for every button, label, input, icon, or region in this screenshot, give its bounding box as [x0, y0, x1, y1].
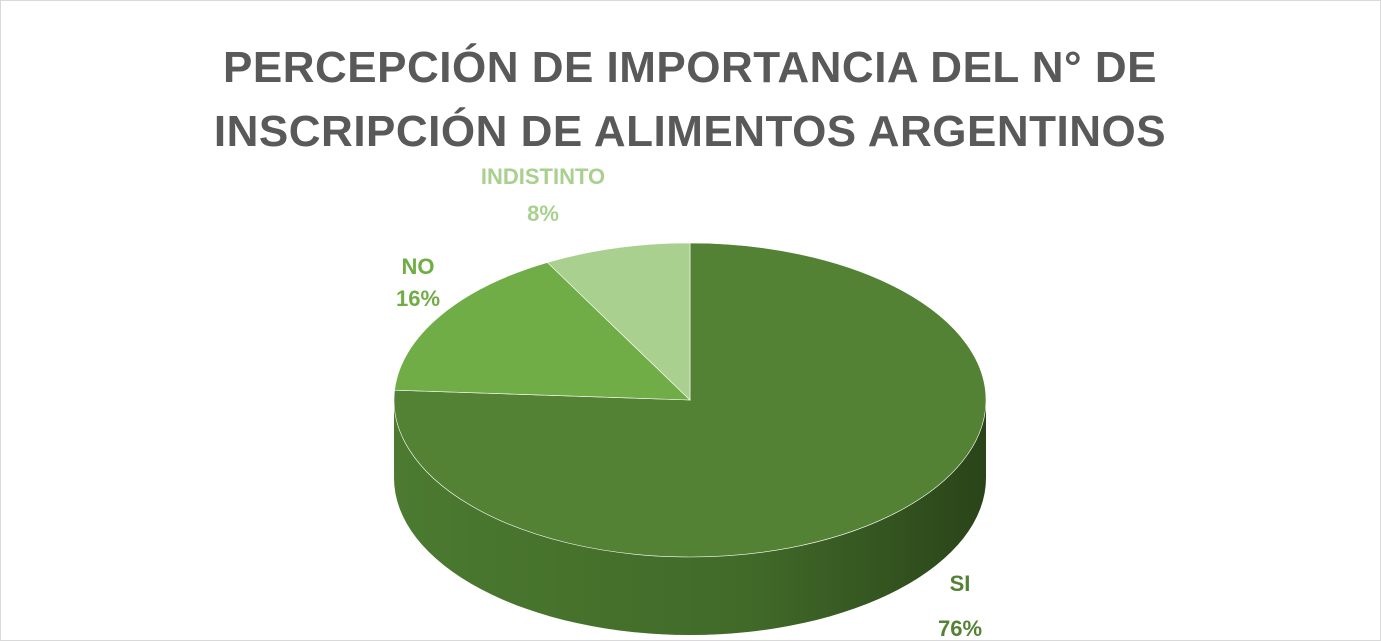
slice — [393, 242, 987, 558]
slice-category-label: SI — [950, 571, 971, 596]
slice-category-label: INDISTINTO — [481, 164, 605, 189]
slice-value-label: 8% — [527, 201, 559, 226]
slice-category-label: NO — [402, 254, 435, 279]
slice — [394, 262, 691, 401]
slice — [546, 242, 691, 401]
slice-value-label: 76% — [938, 616, 982, 641]
chart-title: PERCEPCIÓN DE IMPORTANCIA DEL N° DE INSC… — [213, 43, 1167, 156]
slice-side — [394, 400, 986, 635]
slice-value-label: 16% — [396, 286, 440, 311]
